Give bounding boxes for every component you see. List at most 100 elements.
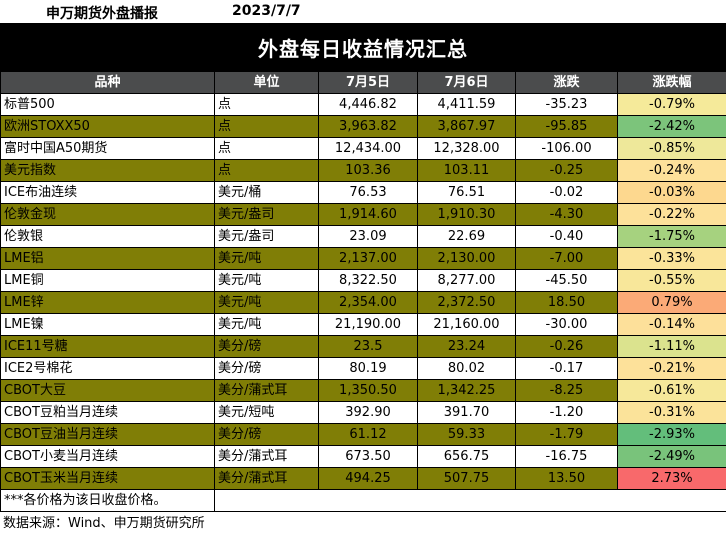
col-header-change: 涨跌 [515,71,618,94]
change-cell: 18.50 [515,291,618,314]
instrument-name: 伦敦银 [0,225,215,248]
price-day2: 80.02 [417,357,516,380]
price-day1: 4,446.82 [318,93,418,116]
change-cell: -0.40 [515,225,618,248]
instrument-name: LME铜 [0,269,215,292]
unit-cell: 美元/吨 [214,313,319,336]
price-day2: 1,910.30 [417,203,516,226]
table-row: 伦敦金现 美元/盎司 1,914.60 1,910.30 -4.30 -0.22% [0,203,726,226]
change-cell: -0.26 [515,335,618,358]
table-row: ICE11号糖 美分/磅 23.5 23.24 -0.26 -1.11% [0,335,726,358]
note-blank [214,489,726,512]
price-note: ***各价格为该日收盘价格。 [0,489,215,512]
price-day1: 494.25 [318,467,418,490]
instrument-name: 标普500 [0,93,215,116]
instrument-name: CBOT豆粕当月连续 [0,401,215,424]
change-pct-cell: -1.75% [617,225,726,248]
price-day1: 2,354.00 [318,291,418,314]
change-cell: -0.25 [515,159,618,182]
change-pct-cell: -0.33% [617,247,726,270]
change-cell: -0.17 [515,357,618,380]
report-date: 2023/7/7 [232,3,301,19]
change-cell: -1.79 [515,423,618,446]
table-row: CBOT豆粕当月连续 美元/短吨 392.90 391.70 -1.20 -0.31% [0,401,726,424]
top-bar: 申万期货外盘播报 2023/7/7 [0,0,726,23]
instrument-name: LME锌 [0,291,215,314]
price-day2: 507.75 [417,467,516,490]
unit-cell: 美分/磅 [214,423,319,446]
price-day1: 3,963.82 [318,115,418,138]
price-day2: 76.51 [417,181,516,204]
change-pct-cell: -0.61% [617,379,726,402]
unit-cell: 点 [214,115,319,138]
price-day1: 103.36 [318,159,418,182]
change-cell: 13.50 [515,467,618,490]
table-row: CBOT豆油当月连续 美分/磅 61.12 59.33 -1.79 -2.93% [0,423,726,446]
instrument-name: CBOT小麦当月连续 [0,445,215,468]
unit-cell: 美分/蒲式耳 [214,467,319,490]
price-day2: 59.33 [417,423,516,446]
unit-cell: 美元/吨 [214,269,319,292]
price-day1: 1,350.50 [318,379,418,402]
price-day1: 2,137.00 [318,247,418,270]
instrument-name: 伦敦金现 [0,203,215,226]
unit-cell: 美元/吨 [214,291,319,314]
table-row: LME铜 美元/吨 8,322.50 8,277.00 -45.50 -0.55% [0,269,726,292]
col-header-date2: 7月6日 [417,71,516,94]
unit-cell: 美元/短吨 [214,401,319,424]
instrument-name: 欧洲STOXX50 [0,115,215,138]
change-pct-cell: -2.42% [617,115,726,138]
change-cell: -0.02 [515,181,618,204]
change-cell: -4.30 [515,203,618,226]
price-day1: 80.19 [318,357,418,380]
unit-cell: 美元/桶 [214,181,319,204]
returns-table: 品种 单位 7月5日 7月6日 涨跌 涨跌幅 标普500 点 4,446.82 4,4… [0,71,726,512]
price-day1: 12,434.00 [318,137,418,160]
change-pct-cell: -0.22% [617,203,726,226]
price-day2: 391.70 [417,401,516,424]
table-row: 美元指数点 103.36 103.11 -0.25 -0.24% [0,159,726,182]
change-pct-cell: -2.49% [617,445,726,468]
change-cell: -8.25 [515,379,618,402]
price-day2: 2,372.50 [417,291,516,314]
table-row: ICE2号棉花 美分/磅 80.19 80.02 -0.17 -0.21% [0,357,726,380]
col-header-date1: 7月5日 [318,71,418,94]
change-cell: -45.50 [515,269,618,292]
table-row: 伦敦银 美元/盎司 23.09 22.69 -0.40 -1.75% [0,225,726,248]
change-pct-cell: -0.21% [617,357,726,380]
table-row: CBOT小麦当月连续 美分/蒲式耳 673.50 656.75 -16.75 -2.49% [0,445,726,468]
change-pct-cell: 2.73% [617,467,726,490]
table-row: CBOT大豆 美分/蒲式耳 1,350.50 1,342.25 -8.25 -0.61% [0,379,726,402]
table-row: 标普500 点 4,446.82 4,411.59 -35.23 -0.79% [0,93,726,116]
change-cell: -16.75 [515,445,618,468]
instrument-name: ICE2号棉花 [0,357,215,380]
price-day2: 1,342.25 [417,379,516,402]
instrument-name: LME铝 [0,247,215,270]
price-day1: 61.12 [318,423,418,446]
change-cell: -106.00 [515,137,618,160]
change-pct-cell: -0.79% [617,93,726,116]
col-header-unit: 单位 [214,71,319,94]
change-pct-cell: -0.55% [617,269,726,292]
report-title: 外盘每日收益情况汇总 [0,23,726,71]
unit-cell: 点 [214,159,319,182]
change-pct-cell: -2.93% [617,423,726,446]
table-row: LME铝 美元/吨 2,137.00 2,130.00 -7.00 -0.33% [0,247,726,270]
change-cell: -1.20 [515,401,618,424]
change-cell: -95.85 [515,115,618,138]
instrument-name: ICE11号糖 [0,335,215,358]
change-cell: -35.23 [515,93,618,116]
instrument-name: CBOT玉米当月连续 [0,467,215,490]
change-pct-cell: -1.11% [617,335,726,358]
unit-cell: 美分/磅 [214,335,319,358]
unit-cell: 美元/盎司 [214,203,319,226]
table-row: ICE布油连续 美元/桶 76.53 76.51 -0.02 -0.03% [0,181,726,204]
change-pct-cell: -0.14% [617,313,726,336]
unit-cell: 美分/磅 [214,357,319,380]
price-day2: 103.11 [417,159,516,182]
change-pct-cell: 0.79% [617,291,726,314]
table-row: LME锌 美元/吨 2,354.00 2,372.50 18.50 0.79% [0,291,726,314]
change-cell: -7.00 [515,247,618,270]
brand-label: 申万期货外盘播报 [46,6,158,22]
table-row: 富时中国A50期货点 12,434.00 12,328.00 -106.00 -0.85… [0,137,726,160]
